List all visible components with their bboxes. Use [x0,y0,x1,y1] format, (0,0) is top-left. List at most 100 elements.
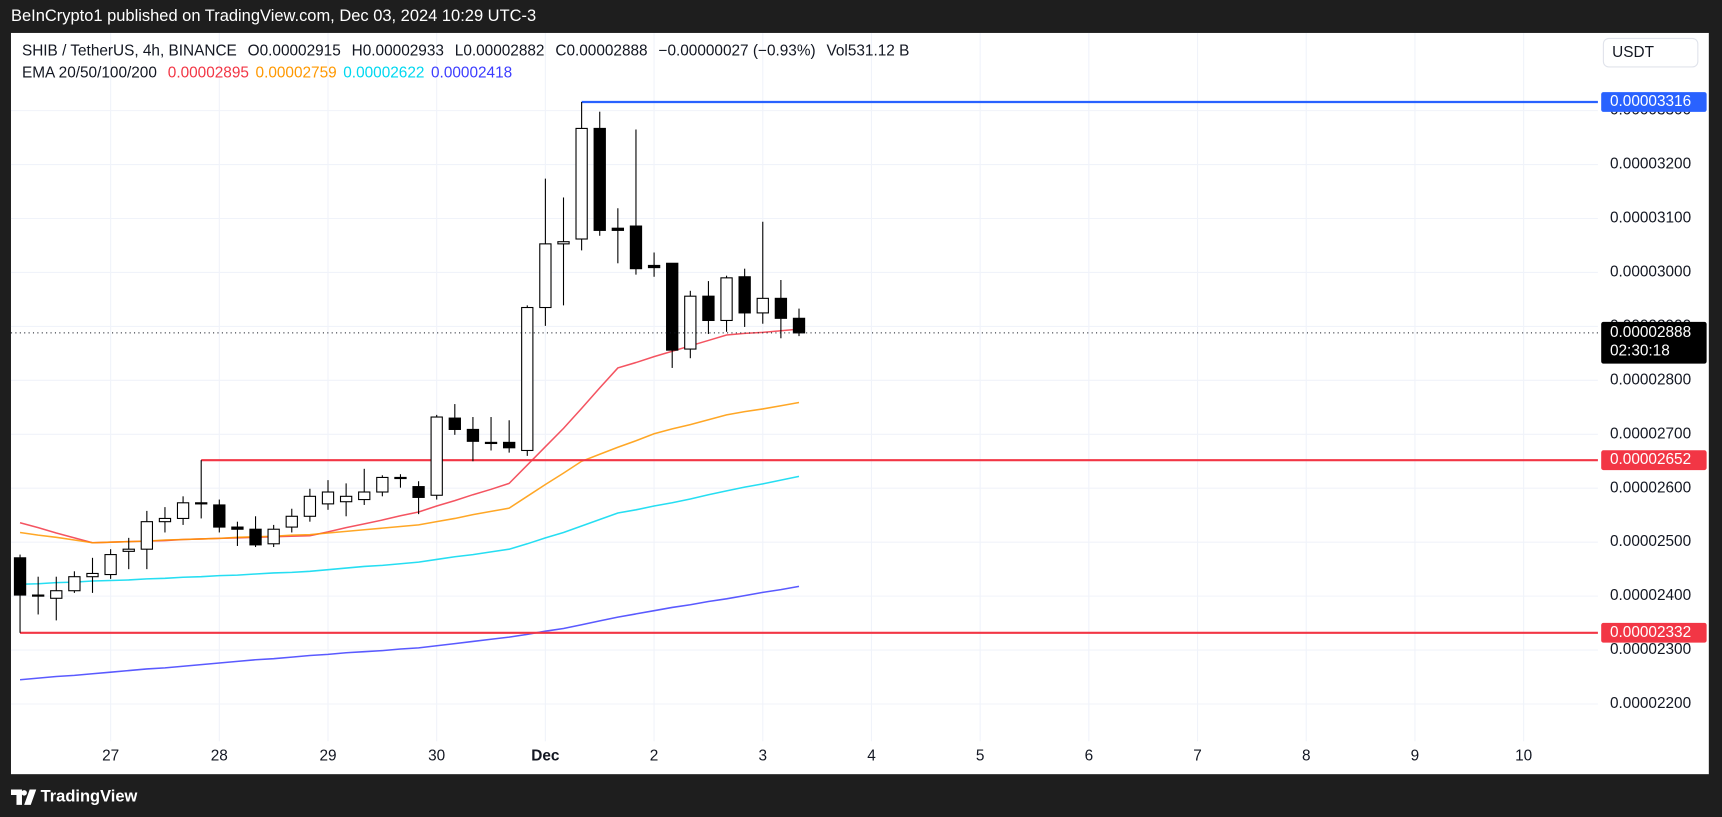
candle-body [50,590,63,599]
ema-value: 0.00002759 [256,65,337,82]
logo-icon [10,789,37,805]
candle-body [466,428,480,442]
candle-body [86,572,99,578]
candle-body [195,502,208,505]
ema-value: 0.00002418 [431,65,512,82]
candle-body [792,317,806,334]
candle-body [140,521,154,550]
x-tick-label: 4 [867,748,876,765]
x-tick-label: 3 [759,748,768,765]
candle-body [539,243,552,309]
ema-line [19,585,800,681]
last-price-label: 0.00002888 [1610,324,1691,341]
x-tick-label: 29 [319,748,336,765]
y-tick-label: 0.00003000 [1610,264,1691,281]
x-tick-label: Dec [531,748,560,765]
y-tick-label: 0.00002200 [1610,695,1691,712]
level-label-box [1601,450,1707,471]
candle-body [756,297,769,314]
countdown: 02:30:18 [1610,343,1670,360]
symbol-legend: SHIB / TetherUS, 4h, BINANCE O0.00002915… [22,43,909,60]
candle-body [176,502,190,519]
candle-body [720,277,733,322]
candle-body [774,297,788,319]
ema-value: 0.00002895 [168,65,249,82]
candle-body [122,548,135,552]
candle-body [285,515,298,528]
candle-body [249,528,262,546]
candle-body [13,557,27,596]
x-tick-label: 30 [428,748,445,765]
ohlc-value: 0.00002888 [566,43,647,60]
candle-body [738,276,751,314]
candle-body [629,225,643,270]
x-tick-label: 5 [976,748,985,765]
candle-body [213,504,226,528]
ema-value: 0.00002622 [343,65,424,82]
level-label: 0.00002652 [1610,451,1691,468]
candle-body [593,127,606,231]
x-tick-label: 10 [1515,748,1532,765]
candle-body [104,554,117,576]
level-label: 0.00003316 [1610,93,1691,110]
last-price-box [1601,321,1707,364]
y-tick-label: 0.00002800 [1610,371,1691,388]
x-tick-label: 6 [1085,748,1094,765]
change: −0.00000027 (−0.93%) [658,43,815,60]
currency[interactable]: USDT [1612,44,1654,61]
ohlc-value: 0.00002915 [260,43,341,60]
chart-panel [10,32,1709,775]
y-tick-label: 0.00002600 [1610,479,1691,496]
candle-body [647,264,661,269]
y-tick-label: 0.00003200 [1610,156,1691,173]
x-tick-label: 9 [1411,748,1420,765]
candle-body [611,227,625,231]
level-label-box [1601,92,1707,112]
y-tick-label: 0.00002400 [1610,587,1691,604]
candle-body [358,491,371,501]
ema-line [20,475,800,586]
candle-body [702,295,715,322]
candle-body [684,295,697,350]
candle-body [31,594,45,597]
x-tick-label: 2 [650,748,659,765]
currency-button[interactable] [1602,37,1699,68]
y-tick-label: 0.00003100 [1610,210,1691,227]
ohlc-label: L [455,43,464,60]
candle-body [557,241,570,245]
candle-body [394,476,407,480]
candle-body [231,526,244,530]
indicator-legend: EMA 20/50/100/200 0.00002895 0.00002759 0.… [22,65,512,82]
ohlc-label: C [555,43,566,60]
candle-body [303,495,317,517]
volume-label: Vol [827,43,848,60]
y-tick-label: 0.00002300 [1610,641,1691,658]
candle-body [575,127,588,240]
level-label: 0.00002332 [1610,624,1691,641]
candle-body [666,262,679,351]
x-tick-label: 7 [1193,748,1202,765]
ohlc-value: 0.00002933 [363,43,444,60]
symbol: SHIB / TetherUS, 4h, BINANCE [22,43,237,60]
ohlc-value: 0.00002882 [463,43,544,60]
ohlc-label: O [248,43,260,60]
candle-body [158,517,172,523]
candle-body [502,441,516,449]
candle-body [321,491,335,505]
candle-body [339,495,353,503]
y-tick-label: 0.00002700 [1610,425,1691,442]
logo-dot [21,790,27,796]
footer-logo [10,789,37,805]
candle-body [484,441,498,445]
ohlc-label: H [352,43,363,60]
candle-body [448,417,461,430]
candle-body [521,306,534,452]
y-tick-label: 0.00002500 [1610,533,1691,550]
level-label-box [1601,622,1707,643]
x-tick-label: 27 [102,748,119,765]
candle-body [376,476,389,493]
candle-body [68,576,81,592]
indicator-name: EMA 20/50/100/200 [22,65,157,82]
footer-brand: TradingView [41,788,138,806]
